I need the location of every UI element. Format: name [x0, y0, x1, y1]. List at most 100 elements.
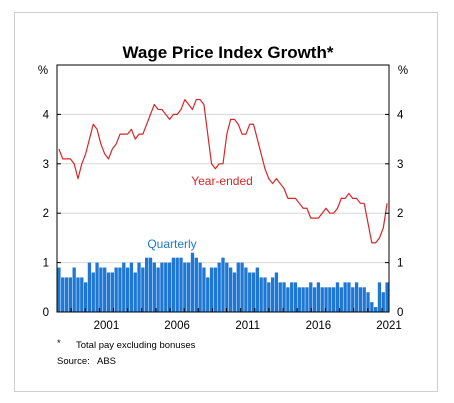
- bar-quarterly: [335, 282, 340, 312]
- bar-quarterly: [305, 287, 309, 312]
- bar-quarterly: [328, 287, 332, 312]
- bar-quarterly: [103, 267, 107, 312]
- bar-quarterly: [362, 287, 366, 312]
- bar-quarterly: [293, 282, 298, 312]
- bar-quarterly: [129, 262, 134, 312]
- bar-quarterly: [274, 272, 279, 312]
- axes: [56, 64, 390, 313]
- bar-quarterly: [343, 282, 347, 312]
- y-tick-label-right: 4: [397, 109, 404, 121]
- right-axis-unit: %: [398, 65, 408, 77]
- bar-quarterly: [209, 267, 214, 312]
- bar-quarterly: [167, 262, 172, 312]
- bar-quarterly: [141, 267, 145, 312]
- bar-quarterly: [263, 277, 267, 312]
- bar-quarterly: [221, 257, 225, 312]
- y-tick-label-left: 4: [43, 109, 50, 121]
- source: ABS: [97, 356, 116, 367]
- bar-quarterly: [198, 262, 202, 312]
- bar-quarterly: [377, 282, 382, 312]
- bar-quarterly: [171, 257, 176, 312]
- bar-quarterly: [248, 272, 252, 312]
- chart-frame: [14, 12, 438, 392]
- bar-quarterly: [366, 292, 370, 312]
- bar-quarterly: [259, 277, 263, 312]
- y-tick-label-left: 2: [43, 208, 49, 220]
- bar-quarterly: [175, 257, 179, 312]
- bar-quarterly: [228, 267, 233, 312]
- y-tick-label-left: 3: [43, 159, 49, 171]
- bar-quarterly: [152, 262, 156, 312]
- bar-quarterly: [156, 267, 160, 312]
- bar-quarterly: [278, 282, 282, 312]
- bar-quarterly: [297, 287, 301, 312]
- bar-quarterly: [351, 287, 355, 312]
- bar-quarterly: [61, 277, 65, 312]
- bar-quarterly: [324, 287, 328, 312]
- source-label: Source:: [57, 356, 90, 367]
- bar-quarterly: [312, 287, 317, 312]
- bar-quarterly: [194, 257, 198, 312]
- bar-quarterly: [267, 282, 271, 312]
- bar-quarterly: [358, 287, 363, 312]
- bar-quarterly: [309, 282, 313, 312]
- bar-quarterly: [145, 257, 149, 312]
- bar-quarterly: [286, 287, 290, 312]
- bar-quarterly: [80, 277, 84, 312]
- bar-quarterly: [255, 267, 260, 312]
- bar-quarterly: [57, 267, 61, 312]
- bar-quarterly: [190, 252, 195, 312]
- bar-quarterly: [232, 272, 237, 312]
- bar-quarterly: [270, 277, 275, 312]
- bar-quarterly: [347, 282, 351, 312]
- quarterly-bars: [57, 252, 389, 312]
- bar-quarterly: [133, 272, 137, 312]
- year-ended-line-layer: [58, 98, 388, 244]
- y-tick-label-right: 1: [397, 258, 403, 270]
- bar-quarterly: [83, 282, 88, 312]
- series-label-quarterly: Quarterly: [147, 237, 196, 251]
- bar-quarterly: [160, 262, 164, 312]
- x-tick-label: 2001: [94, 320, 120, 332]
- bar-quarterly: [282, 282, 286, 312]
- bar-quarterly: [110, 272, 114, 312]
- x-tick-label: 2006: [164, 320, 190, 332]
- bar-quarterly: [183, 262, 187, 312]
- bar-quarterly: [95, 262, 99, 312]
- y-tick-label-right: 2: [397, 208, 403, 220]
- bar-quarterly: [385, 282, 389, 312]
- bar-quarterly: [236, 262, 240, 312]
- footnote: Total pay excluding bonuses: [76, 340, 196, 351]
- bar-quarterly: [91, 272, 95, 312]
- gridlines: [57, 113, 389, 264]
- bar-quarterly: [316, 282, 321, 312]
- chart-title: Wage Price Index Growth*: [123, 43, 334, 62]
- bar-quarterly: [202, 267, 206, 312]
- bar-quarterly: [244, 267, 248, 312]
- bar-quarterly: [87, 262, 92, 312]
- bar-quarterly: [186, 262, 191, 312]
- x-tick-label: 2016: [306, 320, 332, 332]
- bar-quarterly: [240, 262, 244, 312]
- series-label-year-ended: Year-ended: [191, 174, 253, 188]
- bar-quarterly: [106, 272, 111, 312]
- bar-quarterly: [320, 287, 324, 312]
- bar-quarterly: [118, 267, 122, 312]
- line-year-ended: [58, 98, 388, 244]
- bar-quarterly: [370, 302, 374, 312]
- bar-quarterly: [251, 272, 256, 312]
- y-tick-label-left: 1: [43, 258, 49, 270]
- bar-quarterly: [339, 287, 343, 312]
- bar-quarterly: [68, 277, 73, 312]
- tick-labels: 0 0 1 1 2 2 3 3 4 4 2001 2006 2011 2016 2021: [43, 109, 404, 332]
- bar-quarterly: [72, 267, 76, 312]
- bar-quarterly: [290, 282, 294, 312]
- bar-quarterly: [99, 267, 103, 312]
- y-tick-label-right: 3: [397, 159, 403, 171]
- y-tick-label-left: 0: [43, 307, 49, 319]
- bar-quarterly: [114, 267, 118, 312]
- bar-quarterly: [332, 287, 336, 312]
- bar-quarterly: [354, 282, 359, 312]
- left-axis-unit: %: [38, 65, 48, 77]
